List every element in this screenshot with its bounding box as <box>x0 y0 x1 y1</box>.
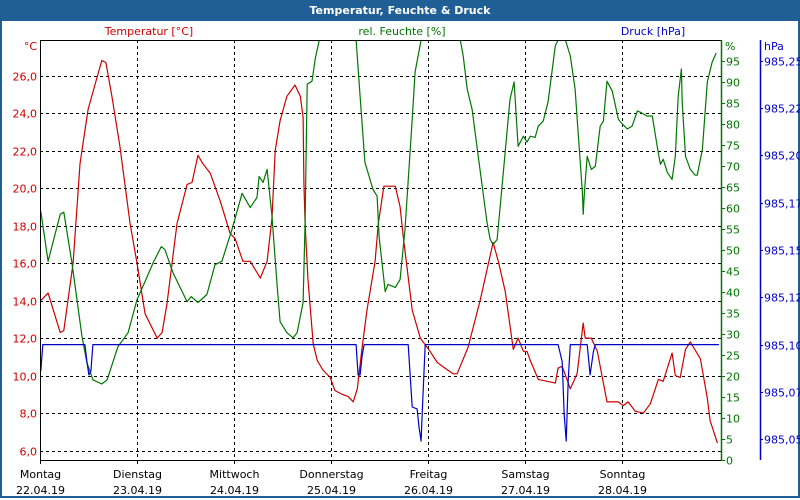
humidity-tick-label: 75 <box>726 140 740 153</box>
humidity-tick-label: 60 <box>726 203 740 216</box>
day-name-label: Donnerstag <box>299 468 363 481</box>
humidity-tick-label: 5 <box>726 434 733 447</box>
pressure-tick-label: 985,22 <box>764 103 800 116</box>
pressure-tick-label: 985,07 <box>764 387 800 400</box>
humidity-tick-label: 95 <box>726 56 740 69</box>
pressure-line <box>40 344 719 442</box>
day-name-label: Samstag <box>501 468 549 481</box>
pressure-unit-label: hPa <box>764 40 784 53</box>
humidity-tick-label: 65 <box>726 182 740 195</box>
temp-tick-label: 10,0 <box>13 371 38 384</box>
temperature-line <box>40 59 718 444</box>
day-date-label: 23.04.19 <box>113 484 162 497</box>
humidity-tick-label: 20 <box>726 371 740 384</box>
day-name-label: Dienstag <box>113 468 162 481</box>
humidity-tick-label: 55 <box>726 224 740 237</box>
day-date-label: 28.04.19 <box>598 484 647 497</box>
temp-tick-label: 14,0 <box>13 296 38 309</box>
humidity-tick-label: 45 <box>726 266 740 279</box>
day-date-label: 26.04.19 <box>404 484 453 497</box>
humidity-tick-label: 25 <box>726 350 740 363</box>
pressure-tick-label: 985,20 <box>764 150 800 163</box>
pressure-tick-label: 985,15 <box>764 245 800 258</box>
humidity-tick-label: 90 <box>726 77 740 90</box>
temp-tick-label: 8,0 <box>20 408 38 421</box>
humidity-tick-label: 0 <box>726 455 733 468</box>
day-date-label: 22.04.19 <box>16 484 65 497</box>
humidity-tick-label: 30 <box>726 329 740 342</box>
pressure-axis-title: Druck [hPa] <box>621 25 685 38</box>
pressure-tick-label: 985,10 <box>764 340 800 353</box>
temp-axis-title: Temperatur [°C] <box>104 25 193 38</box>
temp-tick-label: 16,0 <box>13 258 38 271</box>
day-date-label: 24.04.19 <box>210 484 259 497</box>
temp-tick-label: 22,0 <box>13 146 38 159</box>
day-date-label: 27.04.19 <box>501 484 550 497</box>
humidity-unit-label: % <box>725 40 735 53</box>
pressure-tick-label: 985,05 <box>764 434 800 447</box>
humidity-tick-label: 15 <box>726 392 740 405</box>
temp-tick-label: 6,0 <box>20 446 38 459</box>
humidity-line <box>40 40 717 385</box>
temp-tick-label: 20,0 <box>13 183 38 196</box>
pressure-tick-label: 985,12 <box>764 292 800 305</box>
humidity-tick-label: 40 <box>726 287 740 300</box>
humidity-tick-label: 80 <box>726 119 740 132</box>
humidity-tick-label: 50 <box>726 245 740 258</box>
pressure-tick-label: 985,25 <box>764 56 800 69</box>
temp-tick-label: 26,0 <box>13 71 38 84</box>
humidity-axis-title: rel. Feuchte [%] <box>358 25 445 38</box>
temp-tick-label: 24,0 <box>13 108 38 121</box>
day-name-label: Freitag <box>410 468 448 481</box>
pressure-tick-label: 985,17 <box>764 198 800 211</box>
day-date-label: 25.04.19 <box>307 484 356 497</box>
humidity-tick-label: 85 <box>726 98 740 111</box>
window-title: Temperatur, Feuchte & Druck <box>0 0 800 21</box>
temp-tick-label: 18,0 <box>13 221 38 234</box>
humidity-tick-label: 70 <box>726 161 740 174</box>
temp-tick-label: 12,0 <box>13 333 38 346</box>
humidity-tick-label: 35 <box>726 308 740 321</box>
humidity-tick-label: 10 <box>726 413 740 426</box>
day-name-label: Mittwoch <box>210 468 260 481</box>
temp-unit-label: °C <box>24 40 38 53</box>
day-name-label: Montag <box>20 468 61 481</box>
day-name-label: Sonntag <box>600 468 646 481</box>
